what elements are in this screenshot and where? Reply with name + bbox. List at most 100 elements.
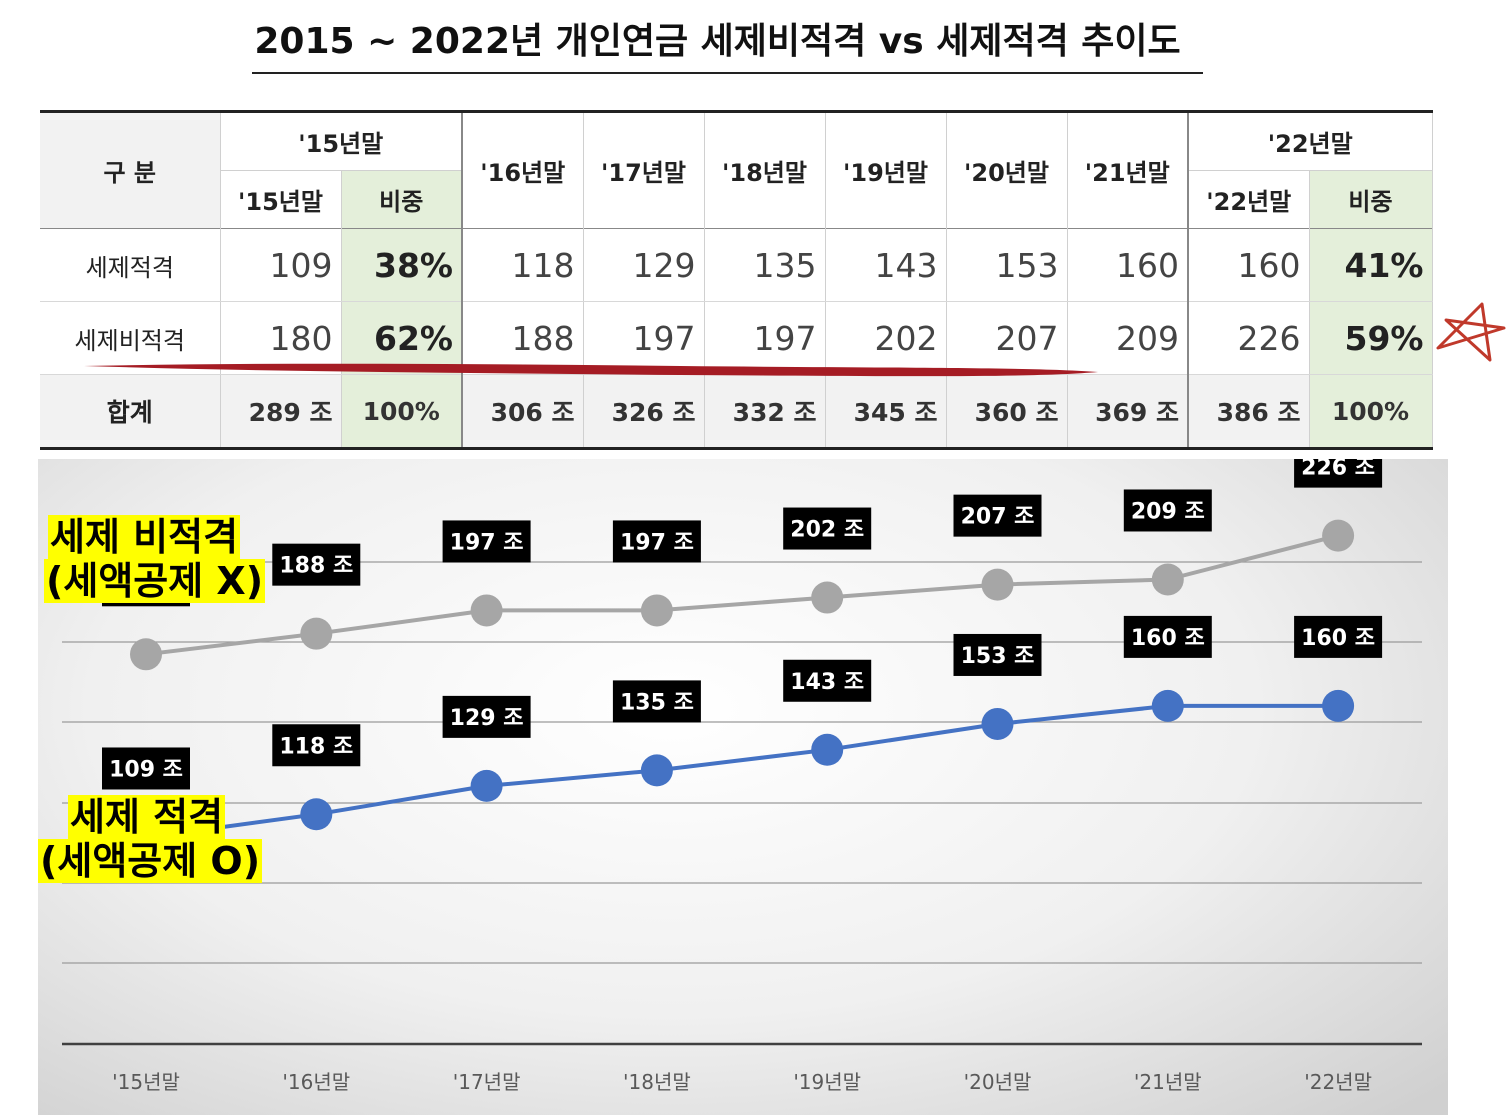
data-point <box>130 638 162 671</box>
row-label: 세제적격 <box>40 228 221 302</box>
data-label: 197 조 <box>620 530 694 555</box>
cell-value: 202 <box>825 301 947 375</box>
table-row-total: 합계 289 조 100% 306 조 326 조 332 조 345 조 36… <box>40 374 1433 450</box>
data-point <box>1322 519 1355 552</box>
data-point <box>981 707 1014 740</box>
x-tick-label: '22년말 <box>1304 1070 1372 1094</box>
cell-value: 209 <box>1067 301 1189 375</box>
cell-value: 197 <box>704 301 826 375</box>
cell-share: 100% <box>341 374 463 450</box>
data-label-box <box>442 695 531 738</box>
table-row-qualified: 세제적격 109 38% 118 129 135 143 153 160 160… <box>40 228 1433 302</box>
cell-value: 226 <box>1187 301 1310 375</box>
title-underline <box>252 72 1203 74</box>
header-year-20: '20년말 <box>946 111 1068 229</box>
x-tick-label: '16년말 <box>282 1070 350 1094</box>
cell-value: 153 <box>946 228 1068 302</box>
cell-total: 289 조 <box>220 374 342 450</box>
data-point <box>811 733 844 766</box>
series-line <box>145 533 1339 657</box>
data-label-box <box>272 543 361 586</box>
cell-share: 41% <box>1309 228 1433 302</box>
row-label: 세제비적격 <box>40 301 221 375</box>
data-label: 135 조 <box>620 690 694 715</box>
x-tick-label: '15년말 <box>112 1070 180 1094</box>
cell-value: 188 <box>461 301 584 375</box>
series-label-line: 세제 적격 <box>68 795 226 839</box>
data-label-box <box>612 680 701 723</box>
star-annotation-icon <box>1436 302 1506 362</box>
data-point <box>300 798 333 831</box>
cell-value: 118 <box>461 228 584 302</box>
data-label-box <box>783 507 872 550</box>
header-year-16: '16년말 <box>461 111 584 229</box>
cell-share: 38% <box>341 228 463 302</box>
data-point <box>981 568 1014 601</box>
cell-value: 160 <box>1067 228 1189 302</box>
cell-total: 360 조 <box>946 374 1068 450</box>
data-label-box <box>953 494 1042 537</box>
cell-share: 62% <box>341 301 463 375</box>
data-point <box>470 594 503 627</box>
series-label-line: (세액공제 O) <box>38 839 263 883</box>
data-label: 207 조 <box>961 505 1035 530</box>
data-label: 129 조 <box>450 706 524 731</box>
header-15-share: 비중 <box>341 170 463 229</box>
cell-total: 306 조 <box>461 374 584 450</box>
data-point <box>1151 563 1184 596</box>
cell-total: 369 조 <box>1067 374 1189 450</box>
data-label-box <box>783 659 872 702</box>
x-tick-label: '18년말 <box>623 1070 691 1094</box>
cell-value: 129 <box>583 228 705 302</box>
cell-value: 109 <box>220 228 342 302</box>
data-point <box>300 617 333 650</box>
page-title: 2015 ~ 2022년 개인연금 세제비적격 vs 세제적격 추이도 <box>254 21 1181 62</box>
data-label: 188 조 <box>279 554 353 579</box>
data-label: 118 조 <box>279 734 353 759</box>
summary-table: 구 분 '15년말 '16년말 '17년말 '18년말 '19년말 '20년말 … <box>40 110 1433 450</box>
data-label: 143 조 <box>790 670 864 695</box>
data-label-box <box>1294 615 1383 658</box>
data-label-box <box>272 724 361 767</box>
cell-total: 326 조 <box>583 374 705 450</box>
series-label-line: 세제 비적격 <box>48 515 241 559</box>
data-label: 109 조 <box>109 757 183 782</box>
series-label-nonqualified: 세제 비적격 (세액공제 X) <box>44 515 266 603</box>
x-tick-label: '17년말 <box>453 1070 521 1094</box>
line-chart: '15년말 '16년말 '17년말 '18년말 '19년말 '20년말 '21년말 '22년말… <box>38 459 1448 1115</box>
header-group-15: '15년말 <box>220 111 463 171</box>
table-row-nonqualified: 세제비적격 180 62% 188 197 197 202 207 209 22… <box>40 301 1433 375</box>
data-label-box <box>1123 615 1212 658</box>
data-label-box <box>953 633 1042 676</box>
x-tick-label: '19년말 <box>793 1070 861 1094</box>
red-underline-annotation <box>84 363 1098 377</box>
cell-value: 135 <box>704 228 826 302</box>
data-label-box <box>612 520 701 563</box>
header-year-17: '17년말 <box>583 111 705 229</box>
data-label: 153 조 <box>961 644 1035 669</box>
header-22-share: 비중 <box>1309 170 1433 229</box>
header-year-18: '18년말 <box>704 111 826 229</box>
cell-value: 143 <box>825 228 947 302</box>
data-label: 160 조 <box>1131 626 1205 651</box>
row-label: 합계 <box>40 374 221 450</box>
x-tick-label: '20년말 <box>964 1070 1032 1094</box>
data-label: 209 조 <box>1131 499 1205 524</box>
data-label-box <box>1123 489 1212 532</box>
data-label: 160 조 <box>1301 626 1375 651</box>
header-group-22: '22년말 <box>1187 111 1433 171</box>
data-label-box <box>442 520 531 563</box>
cell-total: 332 조 <box>704 374 826 450</box>
data-label: 226 조 <box>1301 459 1375 481</box>
x-tick-label: '21년말 <box>1134 1070 1202 1094</box>
cell-total: 345 조 <box>825 374 947 450</box>
data-point <box>640 594 673 627</box>
header-15-value: '15년말 <box>220 170 342 229</box>
cell-value: 160 <box>1187 228 1310 302</box>
data-point <box>1151 689 1184 722</box>
cell-share: 59% <box>1309 301 1433 375</box>
series-line <box>145 703 1339 840</box>
data-point <box>470 769 503 802</box>
header-22-value: '22년말 <box>1187 170 1310 229</box>
cell-total: 386 조 <box>1187 374 1310 450</box>
